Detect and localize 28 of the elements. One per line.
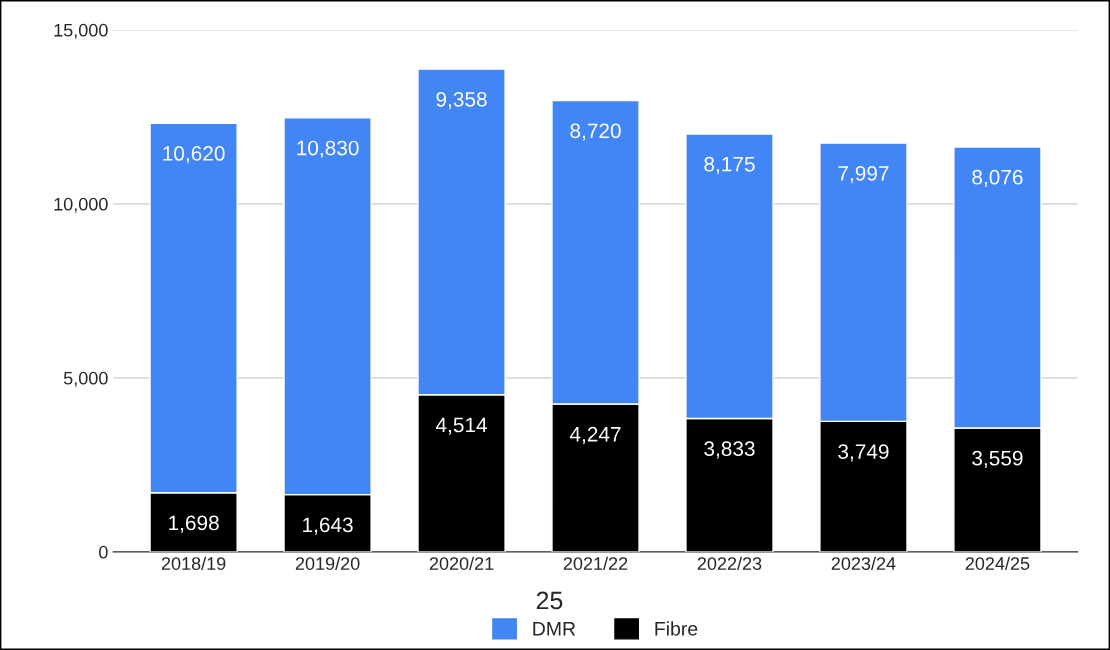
x-tick-label: 2019/20	[295, 556, 360, 570]
y-tick-label: 15,000	[54, 23, 108, 39]
data-label: 7,997	[838, 165, 889, 184]
data-label: 8,175	[704, 156, 755, 175]
x-tick-label: 2021/22	[563, 556, 628, 570]
data-label: 9,358	[436, 91, 487, 110]
data-label: 3,833	[704, 441, 755, 459]
y-tick-label: 5,000	[63, 371, 108, 387]
x-tick-label: 2023/24	[831, 556, 896, 570]
data-label: 3,749	[838, 444, 889, 462]
y-tick-label: 10,000	[54, 197, 108, 213]
data-label: 8,720	[570, 123, 621, 141]
legend-label: Fibre	[655, 621, 698, 636]
data-label: 3,559	[972, 450, 1023, 469]
x-tick-label: 2018/19	[161, 556, 226, 570]
data-label: 1,643	[303, 517, 353, 535]
data-label: 10,620	[163, 146, 225, 164]
x-tick-label: 2024/25	[965, 556, 1030, 570]
x-tick-label: 2020/21	[429, 556, 494, 570]
data-label: 4,247	[569, 426, 621, 445]
x-tick-label: 2022/23	[697, 556, 762, 570]
data-label: 1,698	[169, 515, 219, 533]
data-label: 8,076	[972, 169, 1023, 187]
data-label: 10,830	[297, 140, 359, 158]
legend-label: DMR	[533, 622, 576, 636]
data-label: 4,514	[435, 417, 487, 435]
text: 25	[536, 591, 563, 610]
y-tick-label: 0	[99, 545, 108, 559]
